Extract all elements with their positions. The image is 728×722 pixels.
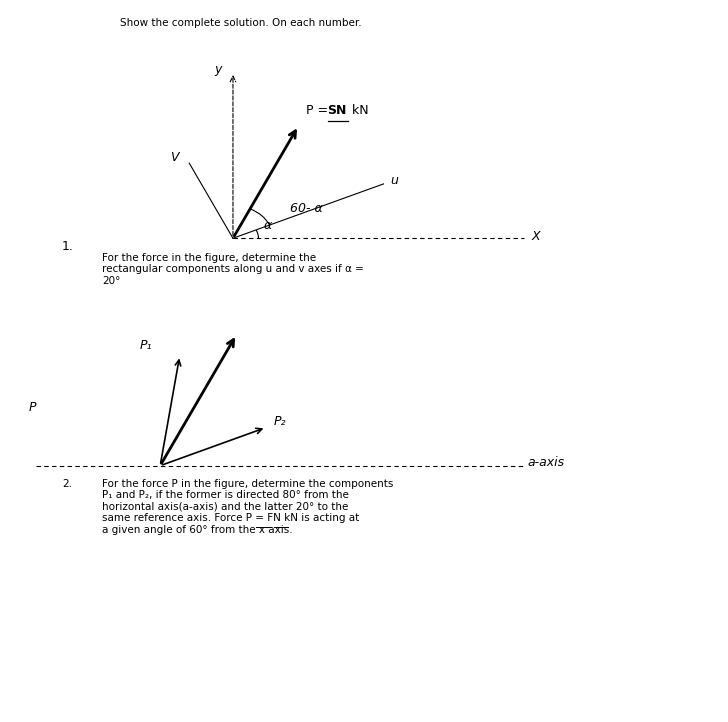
Text: 60- α: 60- α (290, 202, 323, 215)
Text: X: X (531, 230, 540, 243)
Text: a-axis: a-axis (528, 456, 565, 469)
Text: 1.: 1. (62, 240, 74, 253)
Text: u: u (391, 174, 399, 187)
Text: P =: P = (306, 104, 332, 117)
Text: Show the complete solution. On each number.: Show the complete solution. On each numb… (120, 18, 362, 28)
Text: For the force P in the figure, determine the components
P₁ and P₂, if the former: For the force P in the figure, determine… (102, 479, 393, 535)
Text: 2.: 2. (62, 479, 72, 489)
Text: SN: SN (328, 104, 347, 117)
Text: P₂: P₂ (274, 415, 286, 428)
Text: P: P (29, 401, 36, 414)
Text: P₁: P₁ (140, 339, 152, 352)
Text: For the force in the figure, determine the
rectangular components along u and v : For the force in the figure, determine t… (102, 253, 364, 286)
Text: V: V (170, 151, 178, 164)
Text: α: α (264, 219, 272, 232)
Text: y: y (215, 63, 222, 76)
Text: kN: kN (348, 104, 368, 117)
